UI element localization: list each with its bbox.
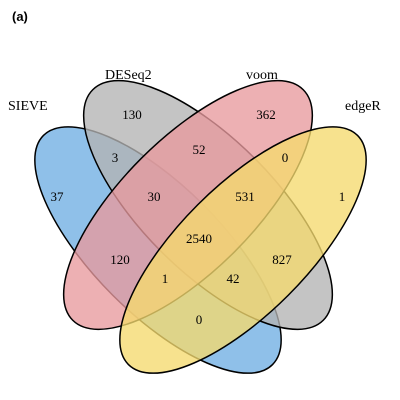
count-deseq2-voom-edger: 531	[235, 189, 255, 204]
count-deseq2-only: 130	[122, 107, 142, 122]
edger-ellipse	[119, 126, 367, 374]
count-voom-edger: 0	[282, 150, 289, 165]
set-label-sieve: SIEVE	[8, 99, 48, 114]
count-all-four: 2540	[186, 231, 212, 246]
count-sieve-voom: 120	[110, 252, 130, 267]
set-label-deseq2: DESeq2	[105, 68, 152, 83]
panel-label: (a)	[12, 9, 28, 24]
set-label-voom: voom	[246, 68, 278, 83]
count-deseq2-edger: 827	[272, 252, 292, 267]
count-sieve-voom-edger: 1	[162, 271, 169, 286]
set-label-edger: edgeR	[345, 99, 381, 114]
count-voom-only: 362	[256, 107, 276, 122]
count-sieve-deseq2-edger: 42	[227, 271, 240, 286]
count-sieve-only: 37	[51, 189, 65, 204]
count-sieve-edger: 0	[196, 312, 203, 327]
count-sieve-deseq2: 3	[112, 150, 119, 165]
count-edger-only: 1	[339, 189, 346, 204]
count-sieve-deseq2-voom: 30	[148, 189, 161, 204]
count-deseq2-voom: 52	[193, 142, 206, 157]
